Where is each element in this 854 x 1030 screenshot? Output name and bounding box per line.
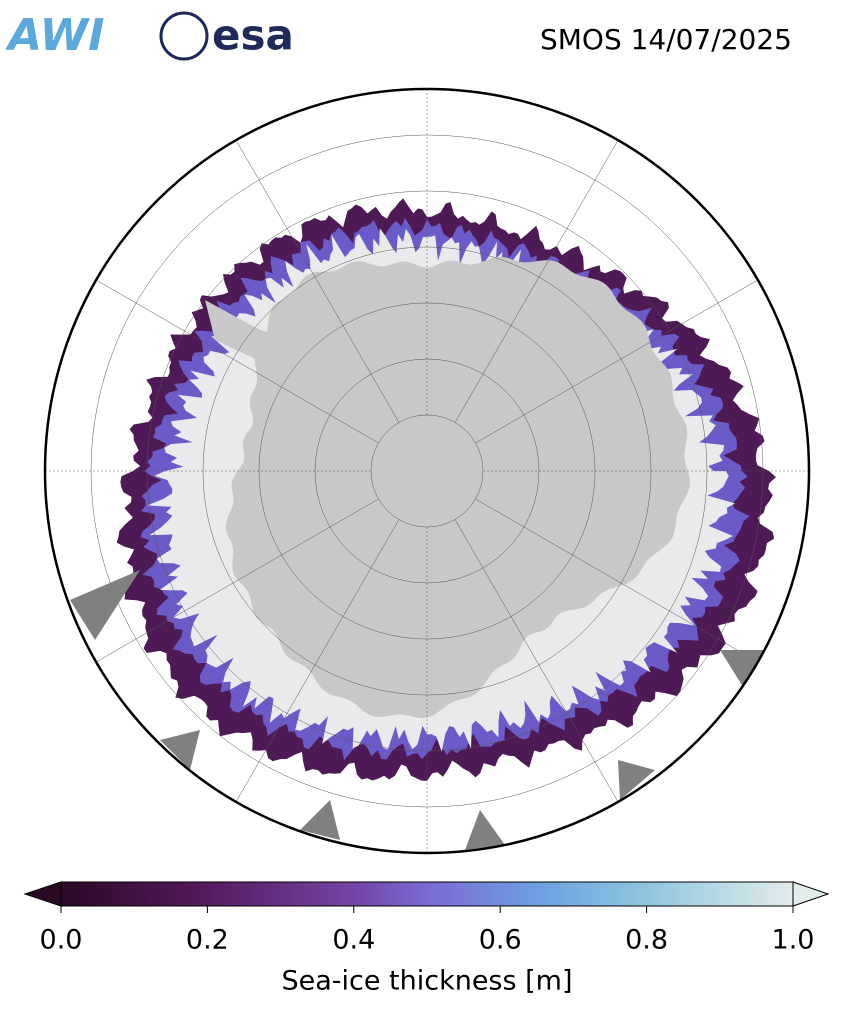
tick-label: 0.6	[479, 925, 522, 956]
missing-data	[618, 760, 655, 800]
esa-logo: esa	[212, 11, 294, 60]
graticule	[226, 124, 400, 423]
tick-label: 0.8	[625, 925, 668, 956]
colorbar-ramp	[60, 881, 794, 907]
graticule	[475, 270, 774, 444]
graticule	[80, 498, 379, 672]
graticule	[226, 519, 400, 818]
graticule	[454, 124, 628, 423]
colorbar-label: Sea-ice thickness [m]	[281, 966, 572, 997]
colorbar: 0.0 0.2 0.4 0.6 0.8 1.0	[23, 881, 830, 956]
missing-data	[720, 650, 765, 690]
tick-label: 0.4	[332, 925, 375, 956]
title: SMOS 14/07/2025	[540, 23, 792, 56]
graticule	[80, 270, 379, 444]
tick-label: 1.0	[772, 925, 815, 956]
extend-max	[792, 881, 830, 907]
tick-label: 0.2	[186, 925, 229, 956]
tick-label: 0.0	[40, 925, 83, 956]
missing-data	[300, 800, 340, 840]
land	[225, 256, 690, 719]
awi-logo: AWI	[5, 10, 105, 61]
extend-min	[23, 881, 62, 907]
missing-data	[465, 810, 505, 850]
graticule	[475, 498, 774, 672]
missing-data	[70, 570, 140, 640]
peninsula	[205, 300, 340, 380]
graticule	[454, 519, 628, 818]
map-boundary	[43, 87, 811, 855]
map	[45, 89, 809, 853]
esa-emblem	[159, 11, 209, 61]
missing-data	[160, 730, 200, 770]
